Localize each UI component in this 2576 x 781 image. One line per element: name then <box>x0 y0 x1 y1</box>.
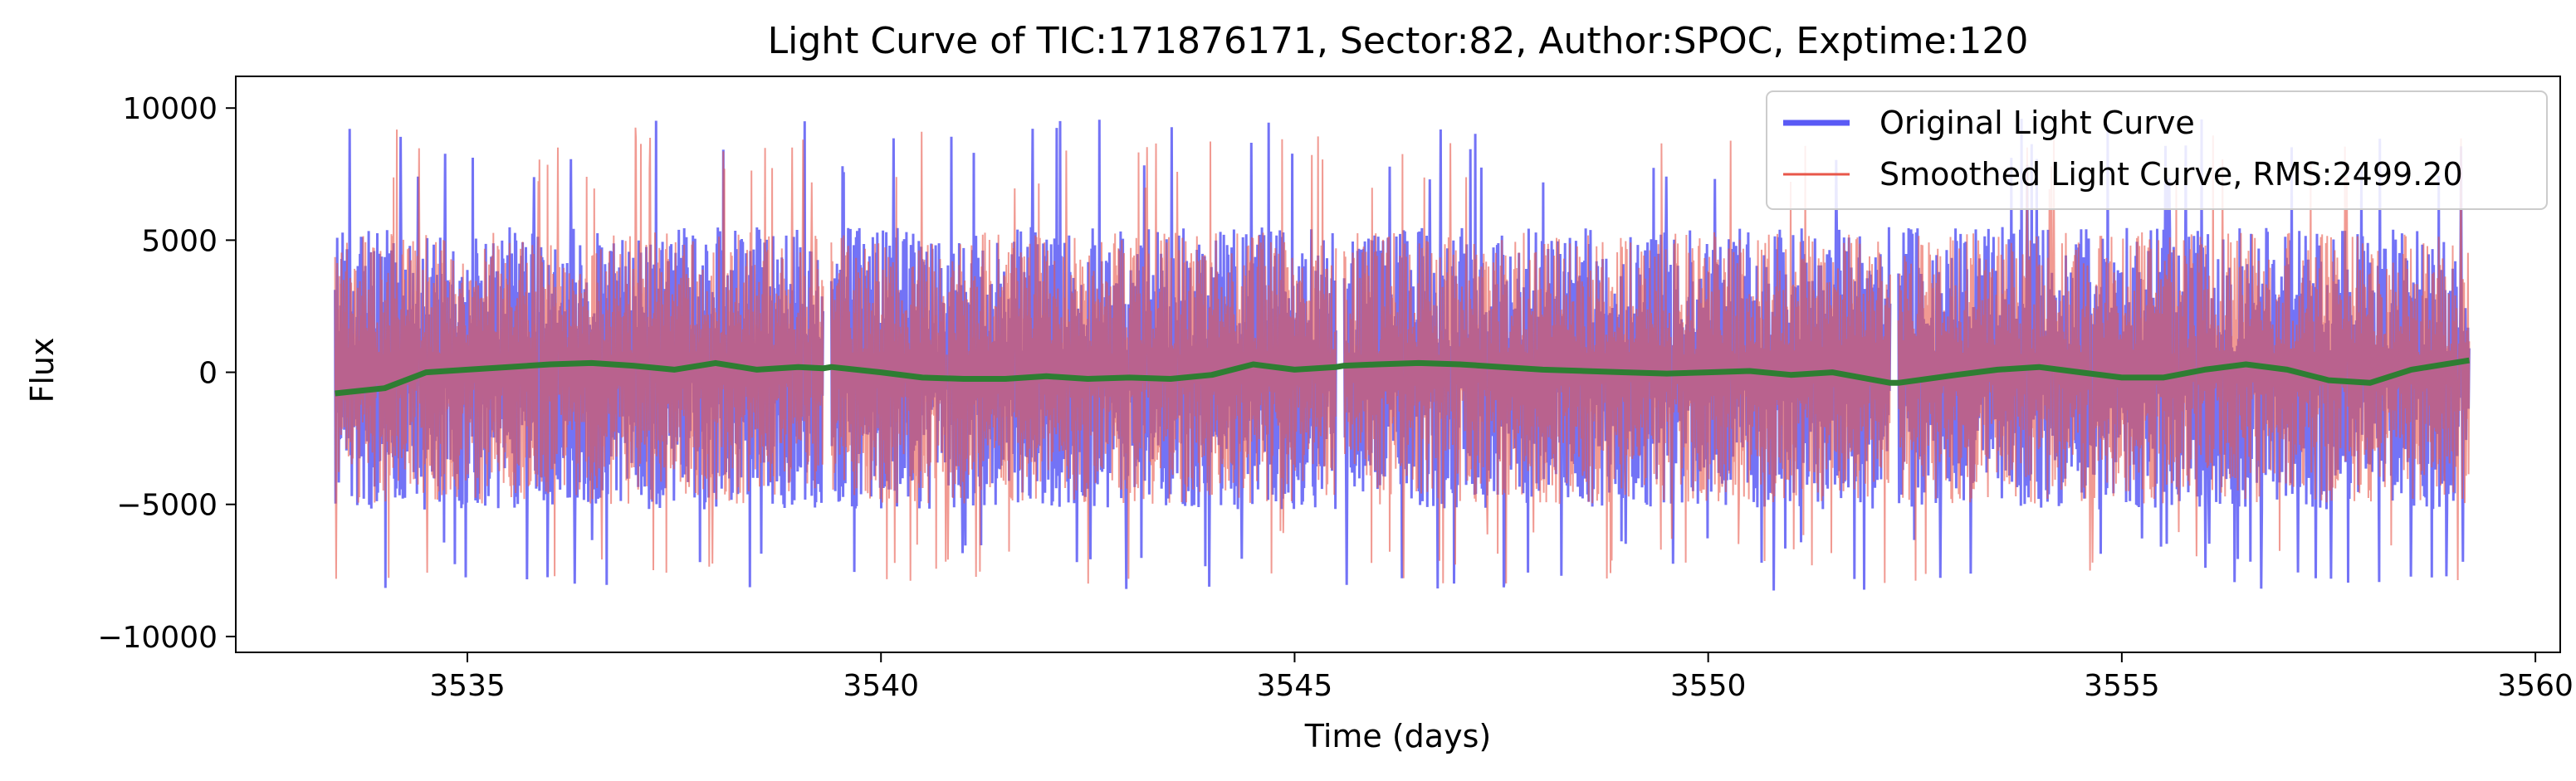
legend-label-original: Original Light Curve <box>1879 105 2195 141</box>
x-tick-label: 3560 <box>2497 669 2574 703</box>
legend-box <box>1766 90 2548 210</box>
flux-segment <box>1897 135 2471 581</box>
series-smoothed <box>334 127 2471 584</box>
y-axis: −10000 −5000 0 5000 10000 <box>97 92 236 655</box>
legend: Original Light Curve Smoothed Light Curv… <box>1766 90 2548 210</box>
x-axis-label: Time (days) <box>1304 718 1491 754</box>
x-tick-label: 3540 <box>843 669 919 703</box>
chart-title: Light Curve of TIC:171876171, Sector:82,… <box>768 20 2029 62</box>
x-tick-label: 3535 <box>429 669 506 703</box>
y-tick-label: 5000 <box>141 224 218 258</box>
plot-area <box>334 119 2471 591</box>
series-trend <box>335 357 2470 397</box>
x-tick-label: 3550 <box>1670 669 1747 703</box>
x-tick-label: 3555 <box>2084 669 2160 703</box>
legend-label-smoothed: Smoothed Light Curve, RMS:2499.20 <box>1879 156 2463 193</box>
flux-segment <box>334 127 824 579</box>
y-tick-label: 0 <box>198 357 218 391</box>
y-tick-label: 10000 <box>122 92 218 126</box>
x-axis: 3535 3540 3545 3550 3555 3560 <box>429 652 2574 703</box>
plot-frame <box>235 76 2561 653</box>
flux-segment <box>1343 140 1891 584</box>
y-tick-label: −10000 <box>97 621 218 655</box>
x-tick-label: 3545 <box>1257 669 1333 703</box>
y-tick-label: −5000 <box>116 489 218 523</box>
y-axis-label: Flux <box>24 338 61 403</box>
flux-segment <box>830 131 1337 584</box>
